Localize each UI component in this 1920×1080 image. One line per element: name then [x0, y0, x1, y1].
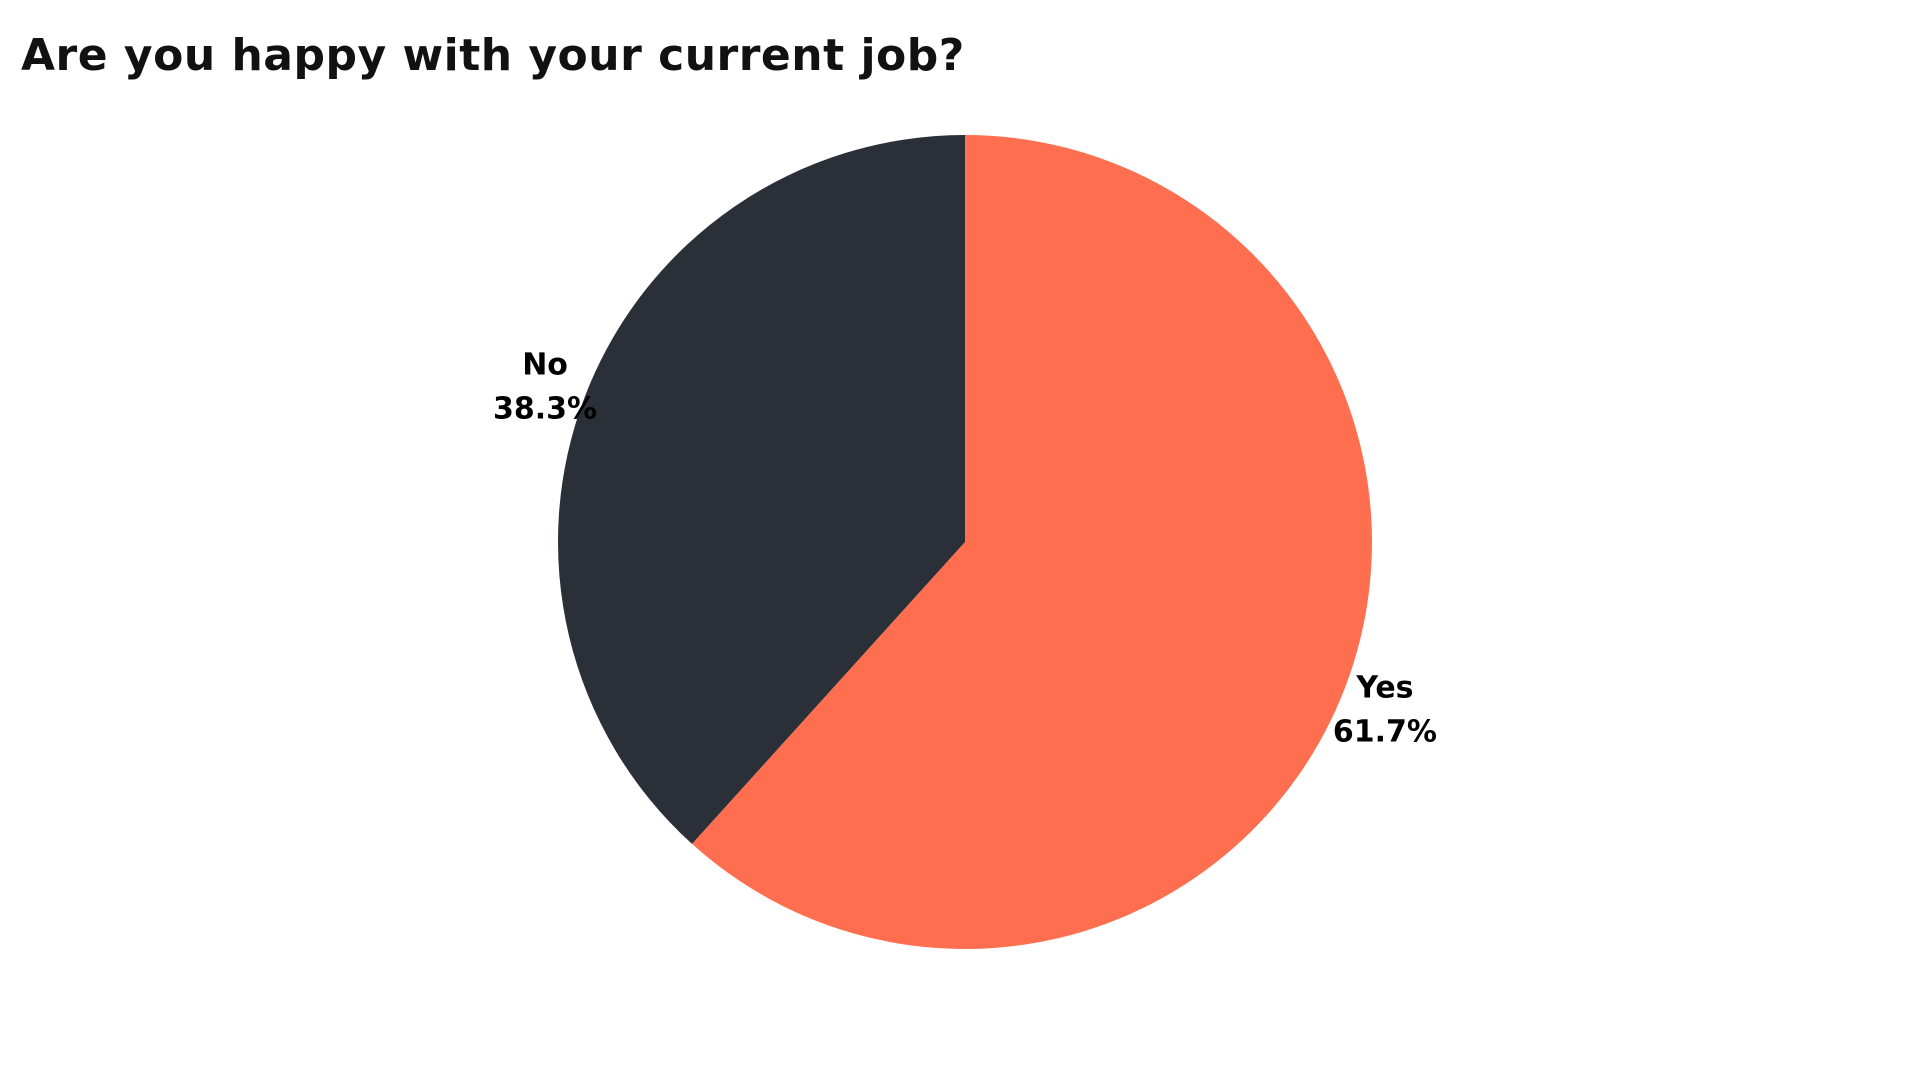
slice-percent-no: 38.3%	[493, 391, 597, 426]
slice-label-yes: Yes	[1355, 671, 1413, 706]
slice-label-no: No	[522, 347, 568, 382]
pie-slice-no	[557, 135, 965, 844]
chart-title: Are you happy with your current job?	[21, 30, 965, 81]
pie-slices	[557, 135, 1372, 950]
pie-slice-yes	[692, 135, 1372, 950]
slice-percent-yes: 61.7%	[1333, 715, 1437, 750]
pie-labels: Yes 61.7% No 38.3%	[493, 347, 1437, 749]
